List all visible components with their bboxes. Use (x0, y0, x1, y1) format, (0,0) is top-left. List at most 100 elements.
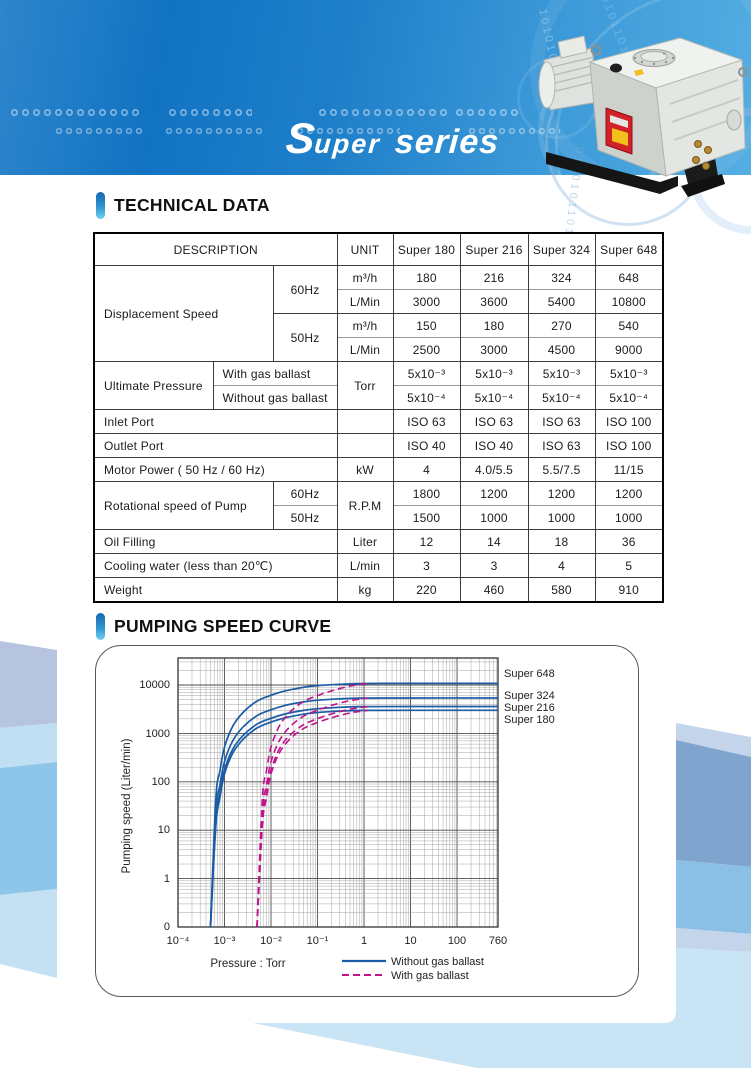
binary-dots-pattern (296, 127, 400, 135)
value-cell: 1000 (594, 505, 664, 530)
curve-label: Super 648 (504, 668, 555, 680)
value-cell: 4.0/5.5 (459, 457, 529, 482)
value-cell: ISO 100 (594, 409, 664, 434)
condition-cell: With gas ballast (212, 361, 338, 386)
x-tick-label: 10⁻¹ (307, 935, 329, 947)
x-tick-label: 10⁻³ (214, 935, 236, 947)
y-tick-label: 1000 (146, 728, 170, 740)
frequency-cell: 60Hz (272, 265, 338, 314)
frequency-cell: 50Hz (272, 505, 338, 530)
speed-curve-super-324-with-ballast (256, 697, 368, 928)
row-label: Rotational speed of Pump (93, 481, 274, 530)
decorative-shape-bottom-right (253, 723, 751, 1068)
binary-dots-pattern (318, 108, 448, 117)
speed-curve-super-324-without-ballast (209, 697, 499, 928)
technical-data-table: DESCRIPTION UNIT Super 180 Super 216 Sup… (93, 232, 664, 603)
table-row: Displacement Speed 60Hz m³/h 180 216 324… (93, 265, 664, 362)
value-cell: ISO 40 (392, 433, 461, 458)
value-cell: 324 (527, 265, 596, 290)
x-tick-label: 760 (489, 935, 507, 947)
value-cell: ISO 63 (392, 409, 461, 434)
value-cell: 180 (392, 265, 461, 290)
table-row: Rotational speed of Pump 60Hz R.P.M 1800… (93, 481, 664, 530)
value-cell: 1200 (594, 481, 664, 506)
speed-curve-super-216-with-ballast (256, 705, 368, 928)
row-label: Weight (93, 577, 338, 603)
table-row: Oil Filling Liter 12 14 18 36 (93, 529, 664, 554)
value-cell: 4 (392, 457, 461, 482)
section-title: PUMPING SPEED CURVE (114, 616, 332, 636)
y-tick-label: 10000 (139, 679, 170, 691)
value-cell: 11/15 (594, 457, 664, 482)
table-row: Outlet Port ISO 40 ISO 40 ISO 63 ISO 100 (93, 433, 664, 458)
table-header-row: DESCRIPTION UNIT Super 180 Super 216 Sup… (93, 232, 664, 266)
y-tick-label: 100 (152, 776, 170, 788)
pumping-speed-section-heading: PUMPING SPEED CURVE (96, 613, 331, 640)
binary-dots-pattern (10, 108, 140, 117)
frequency-cell: 60Hz (272, 481, 338, 506)
value-cell: 1000 (527, 505, 596, 530)
column-header-model: Super 648 (594, 232, 664, 266)
value-cell: 10800 (594, 289, 664, 314)
value-cell: 1200 (459, 481, 529, 506)
value-cell: 270 (527, 313, 596, 338)
row-label: Ultimate Pressure (93, 361, 214, 410)
y-tick-label: 0 (164, 921, 170, 933)
unit-cell: L/Min (336, 337, 394, 362)
value-cell: 910 (594, 577, 664, 603)
value-cell: 1500 (392, 505, 461, 530)
value-cell: 5x10⁻³ (594, 361, 664, 386)
unit-cell: L/min (336, 553, 394, 578)
unit-cell: kg (336, 577, 394, 603)
table-row: Weight kg 220 460 580 910 (93, 577, 664, 603)
value-cell: 14 (459, 529, 529, 554)
value-cell: 5x10⁻⁴ (594, 385, 664, 410)
speed-curve-super-648-without-ballast (209, 682, 498, 928)
section-title: TECHNICAL DATA (114, 195, 270, 215)
wordmark-series: series (393, 123, 501, 161)
value-cell: 5x10⁻³ (392, 361, 461, 386)
value-cell: 3000 (459, 337, 529, 362)
column-header-description: DESCRIPTION (93, 232, 338, 266)
value-cell: 216 (459, 265, 529, 290)
row-label: Inlet Port (93, 409, 338, 434)
curve-label: Super 324 (504, 690, 555, 702)
unit-cell: kW (336, 457, 394, 482)
x-axis-title: Pressure : Torr (210, 958, 285, 970)
x-tick-label: 10⁻⁴ (167, 935, 190, 947)
value-cell: 18 (527, 529, 596, 554)
speed-curve-super-180-without-ballast (209, 709, 498, 928)
value-cell: 1200 (527, 481, 596, 506)
value-cell: 36 (594, 529, 664, 554)
value-cell: 4 (527, 553, 596, 578)
unit-cell: m³/h (336, 265, 394, 290)
value-cell: 150 (392, 313, 461, 338)
value-cell: 648 (594, 265, 664, 290)
table-row: 50Hz 1500 1000 1000 1000 (94, 505, 664, 530)
curve-label: Super 180 (504, 714, 555, 726)
legend-label: With gas ballast (391, 970, 469, 982)
unit-cell: Liter (336, 529, 394, 554)
unit-cell: R.P.M (336, 481, 394, 530)
y-axis-title: Pumping speed (Liter/min) (121, 738, 133, 873)
row-label: Displacement Speed (93, 265, 274, 362)
row-label: Cooling water (less than 20℃) (93, 553, 338, 578)
row-label: Motor Power ( 50 Hz / 60 Hz) (93, 457, 338, 482)
row-label: Outlet Port (93, 433, 338, 458)
value-cell: 1000 (459, 505, 529, 530)
value-cell: 460 (459, 577, 529, 603)
value-cell: 5x10⁻⁴ (527, 385, 596, 410)
y-tick-label: 10 (158, 824, 170, 836)
column-header-model: Super 216 (459, 232, 529, 266)
value-cell: ISO 63 (459, 409, 529, 434)
value-cell: 5x10⁻⁴ (392, 385, 461, 410)
value-cell: 3 (459, 553, 529, 578)
value-cell: 1800 (392, 481, 461, 506)
speed-curve-super-180-with-ballast (256, 709, 368, 928)
pump-product-photo (538, 35, 748, 197)
frequency-cell: 50Hz (272, 313, 338, 362)
unit-cell: Torr (336, 361, 394, 410)
wordmark-initial: S (284, 115, 317, 163)
value-cell: ISO 100 (594, 433, 664, 458)
